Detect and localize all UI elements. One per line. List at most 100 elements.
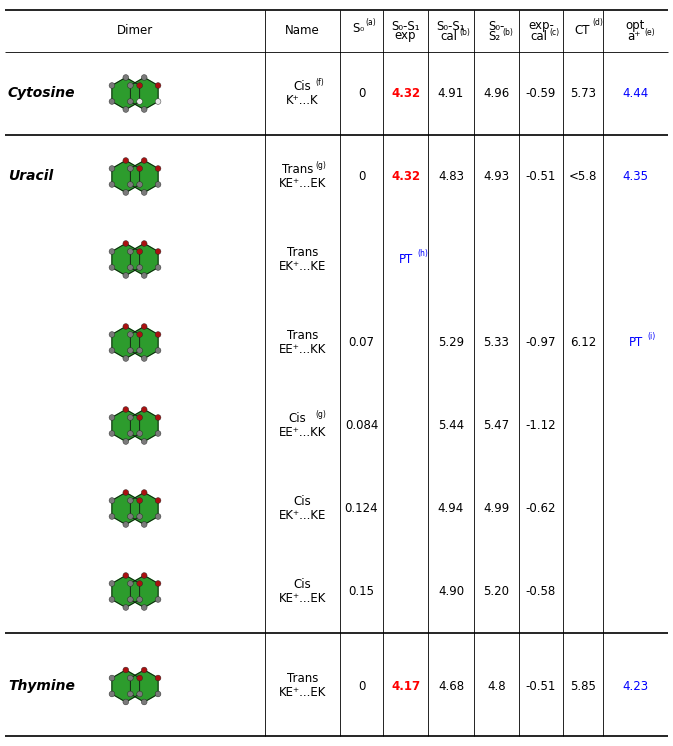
Circle shape — [137, 691, 143, 697]
Circle shape — [137, 415, 143, 421]
Circle shape — [141, 241, 147, 246]
Text: 5.33: 5.33 — [484, 336, 509, 349]
Text: S₀-: S₀- — [489, 19, 505, 33]
Text: -1.12: -1.12 — [526, 419, 557, 432]
Text: 4.35: 4.35 — [623, 170, 649, 183]
Circle shape — [123, 604, 129, 610]
Circle shape — [137, 597, 143, 602]
Circle shape — [127, 348, 133, 354]
Text: 0.084: 0.084 — [345, 419, 378, 432]
Circle shape — [123, 667, 129, 673]
Circle shape — [127, 498, 133, 504]
Text: Trans: Trans — [287, 329, 318, 342]
Text: (b): (b) — [459, 28, 470, 37]
Circle shape — [137, 265, 143, 270]
Text: opt: opt — [626, 19, 645, 33]
Circle shape — [137, 580, 143, 586]
Text: Trans: Trans — [287, 672, 318, 686]
Circle shape — [109, 498, 115, 504]
Text: 4.32: 4.32 — [391, 170, 420, 183]
Circle shape — [123, 573, 129, 578]
Text: KE⁺...EK: KE⁺...EK — [279, 686, 326, 700]
Text: (c): (c) — [549, 28, 559, 37]
Text: KE⁺...EK: KE⁺...EK — [279, 592, 326, 605]
Polygon shape — [112, 575, 140, 607]
Circle shape — [137, 248, 143, 254]
Circle shape — [155, 513, 161, 519]
Text: 5.47: 5.47 — [483, 419, 509, 432]
Text: <5.8: <5.8 — [569, 170, 597, 183]
Circle shape — [155, 166, 161, 172]
Text: Uracil: Uracil — [8, 169, 53, 184]
Text: 4.91: 4.91 — [438, 87, 464, 100]
Circle shape — [123, 241, 129, 246]
Circle shape — [123, 356, 129, 361]
Circle shape — [137, 498, 143, 504]
Circle shape — [109, 597, 115, 602]
Circle shape — [109, 98, 115, 104]
Circle shape — [137, 98, 143, 104]
Circle shape — [109, 580, 115, 586]
Circle shape — [137, 513, 143, 519]
Text: -0.59: -0.59 — [526, 87, 556, 100]
Circle shape — [127, 83, 133, 88]
Text: (i): (i) — [647, 332, 656, 341]
Circle shape — [123, 157, 129, 163]
Circle shape — [155, 83, 161, 88]
Circle shape — [109, 348, 115, 354]
Circle shape — [109, 691, 115, 697]
Circle shape — [127, 415, 133, 421]
Circle shape — [123, 324, 129, 330]
Circle shape — [155, 498, 161, 504]
Polygon shape — [112, 243, 140, 275]
Circle shape — [123, 272, 129, 278]
Text: Cytosine: Cytosine — [8, 87, 75, 101]
Circle shape — [109, 83, 115, 88]
Circle shape — [109, 265, 115, 270]
Text: EE⁺...KK: EE⁺...KK — [279, 343, 326, 356]
Text: 4.90: 4.90 — [438, 585, 464, 598]
Circle shape — [141, 667, 147, 673]
Circle shape — [155, 248, 161, 254]
Circle shape — [141, 324, 147, 330]
Circle shape — [141, 521, 147, 527]
Text: S₀-S₁: S₀-S₁ — [437, 19, 465, 33]
Circle shape — [127, 580, 133, 586]
Text: 4.23: 4.23 — [623, 680, 649, 692]
Text: -0.62: -0.62 — [526, 502, 557, 515]
Polygon shape — [131, 670, 158, 702]
Polygon shape — [112, 327, 140, 359]
Polygon shape — [112, 160, 140, 192]
Text: 0.124: 0.124 — [345, 502, 378, 515]
Text: cal: cal — [530, 30, 548, 43]
Circle shape — [109, 675, 115, 681]
Circle shape — [109, 430, 115, 436]
Text: 4.32: 4.32 — [391, 87, 420, 100]
Circle shape — [137, 332, 143, 337]
Text: 4.44: 4.44 — [623, 87, 649, 100]
Polygon shape — [131, 575, 158, 607]
Circle shape — [123, 521, 129, 527]
Text: K⁺...K: K⁺...K — [286, 94, 319, 107]
Circle shape — [127, 265, 133, 270]
Text: EK⁺...KE: EK⁺...KE — [279, 509, 326, 522]
Circle shape — [141, 157, 147, 163]
Circle shape — [137, 430, 143, 436]
Text: 5.29: 5.29 — [438, 336, 464, 349]
Circle shape — [127, 181, 133, 187]
Circle shape — [141, 356, 147, 361]
Circle shape — [155, 181, 161, 187]
Circle shape — [127, 513, 133, 519]
Text: 5.20: 5.20 — [483, 585, 509, 598]
Circle shape — [155, 597, 161, 602]
Text: PT: PT — [398, 253, 413, 266]
Text: 0: 0 — [358, 87, 365, 100]
Text: (g): (g) — [316, 161, 326, 170]
Text: S₂: S₂ — [489, 30, 501, 43]
Polygon shape — [112, 492, 140, 524]
Text: (e): (e) — [645, 28, 655, 37]
Text: Cis: Cis — [293, 80, 312, 93]
Polygon shape — [131, 327, 158, 359]
Circle shape — [127, 332, 133, 337]
Text: EE⁺...KK: EE⁺...KK — [279, 426, 326, 439]
